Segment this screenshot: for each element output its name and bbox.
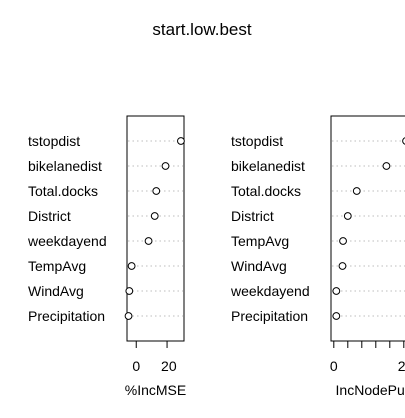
- data-point: [162, 163, 169, 170]
- category-label: TempAvg: [28, 258, 86, 274]
- category-label: weekdayend: [230, 283, 310, 299]
- chart-title: start.low.best: [152, 20, 251, 39]
- data-point: [344, 213, 351, 220]
- data-point: [339, 263, 346, 270]
- data-point: [153, 188, 160, 195]
- x-tick-label: 0: [132, 358, 140, 374]
- category-label: TempAvg: [231, 233, 289, 249]
- data-point: [333, 313, 340, 320]
- data-point: [145, 238, 152, 245]
- data-point: [340, 238, 347, 245]
- category-label: WindAvg: [231, 258, 287, 274]
- data-point: [333, 288, 340, 295]
- data-point: [353, 188, 360, 195]
- category-label: WindAvg: [28, 283, 84, 299]
- plot-frame: [127, 116, 184, 341]
- data-point: [126, 288, 133, 295]
- incnodepurity-panel: tstopdist bikelanedist Total.docks District…: [230, 116, 405, 398]
- category-label: Total.docks: [28, 183, 98, 199]
- category-label: Precipitation: [28, 308, 105, 324]
- category-label: Total.docks: [231, 183, 301, 199]
- incmse-panel: tstopdist bikelanedist Total.docks District…: [27, 116, 186, 398]
- x-tick-label: 250000: [398, 358, 405, 374]
- category-label: bikelanedist: [28, 158, 102, 174]
- category-label: bikelanedist: [231, 158, 305, 174]
- category-label: tstopdist: [28, 133, 80, 149]
- data-point: [128, 263, 135, 270]
- category-label: weekdayend: [27, 233, 107, 249]
- data-point: [178, 138, 185, 145]
- data-point: [383, 163, 390, 170]
- category-label: District: [231, 208, 274, 224]
- x-tick-label: 20: [161, 358, 177, 374]
- x-tick-label: 0: [330, 358, 338, 374]
- category-label: tstopdist: [231, 133, 283, 149]
- x-axis-title: IncNodePurity: [336, 382, 405, 398]
- x-axis-title: %IncMSE: [125, 382, 186, 398]
- data-point: [151, 213, 158, 220]
- category-label: Precipitation: [231, 308, 308, 324]
- plot-frame: [331, 116, 405, 341]
- category-label: District: [28, 208, 71, 224]
- data-point: [125, 313, 132, 320]
